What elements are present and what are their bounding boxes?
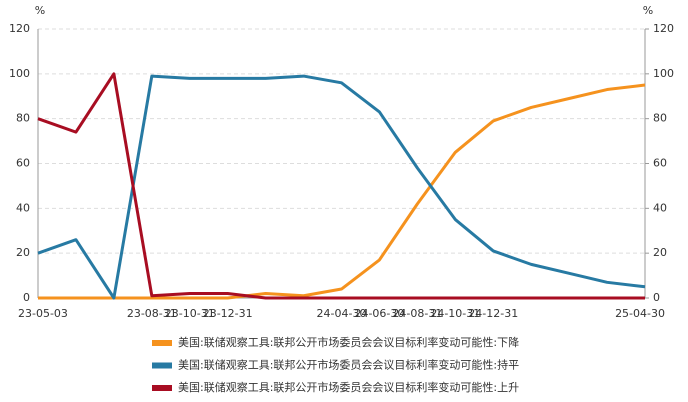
y-tick-label: 80 — [16, 112, 30, 125]
x-tick-label: 24-06-30 — [354, 307, 404, 320]
legend-label: 美国:联储观察工具:联邦公开市场委员会会议目标利率变动可能性:持平 — [178, 358, 519, 372]
legend-swatch — [152, 362, 172, 369]
y2-unit: % — [643, 4, 653, 17]
x-tick-label: 24-08-31 — [392, 307, 442, 320]
y2-tick-label: 60 — [653, 157, 667, 170]
x-tick-label: 23-08-31 — [127, 307, 177, 320]
y-tick-label: 60 — [16, 157, 30, 170]
y-unit: % — [35, 4, 45, 17]
x-tick-label: 23-10-31 — [165, 307, 215, 320]
series-line — [38, 83, 646, 300]
series-line — [37, 72, 645, 300]
y-tick-label: 20 — [16, 246, 30, 259]
legend-swatch — [152, 340, 172, 346]
x-tick-label: 23-12-31 — [203, 307, 253, 320]
legend-label: 美国:联储观察工具:联邦公开市场委员会会议目标利率变动可能性:下降 — [178, 335, 519, 349]
y-tick-label: 0 — [23, 291, 30, 304]
x-tick-label: 25-04-30 — [615, 307, 665, 320]
x-tick-label: 23-05-03 — [18, 307, 68, 320]
y2-tick-label: 40 — [653, 201, 667, 214]
y2-tick-label: 20 — [653, 246, 667, 259]
x-tick-label: 24-10-31 — [430, 307, 480, 320]
series-line — [37, 74, 646, 300]
x-tick-label: 24-12-31 — [468, 307, 518, 320]
y2-tick-label: 100 — [653, 67, 674, 80]
x-tick-label: 24-04-30 — [317, 307, 367, 320]
y-tick-label: 100 — [9, 67, 30, 80]
y-tick-label: 120 — [9, 22, 30, 35]
y2-tick-label: 120 — [653, 22, 674, 35]
legend-swatch — [152, 385, 172, 391]
legend-label: 美国:联储观察工具:联邦公开市场委员会会议目标利率变动可能性:上升 — [178, 380, 519, 394]
y2-tick-label: 80 — [653, 112, 667, 125]
y-tick-label: 40 — [16, 201, 30, 214]
y2-tick-label: 0 — [653, 291, 660, 304]
